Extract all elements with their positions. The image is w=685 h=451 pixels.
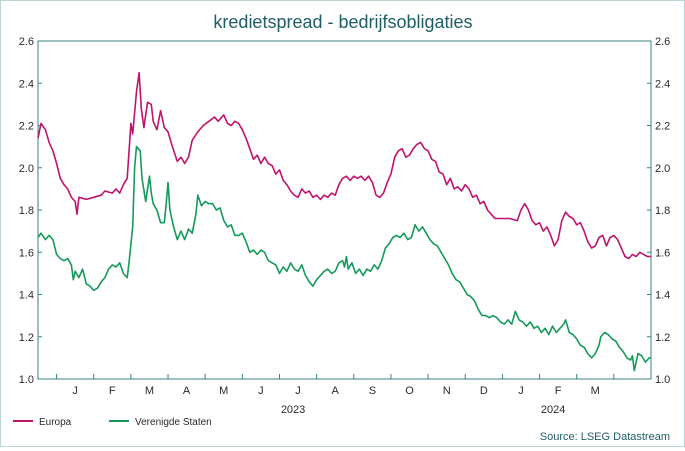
axes: 1.0 1.0 1.2 1.2 1.4 1.4 1.6 1.6 1.8 1.8 2.0 2.0 2.2 2… [19,36,671,416]
x-month-label: J [295,385,301,397]
y-tick-label-left: 1.4 [19,290,34,302]
y-tick-label-right: 1.4 [655,290,670,302]
y-tick-label-left: 2.4 [19,78,34,90]
series-line-europa [37,71,651,260]
y-tick-label-right: 2.2 [655,121,670,133]
series-layer [37,71,651,372]
y-tick-label-right: 2.0 [655,163,670,175]
y-tick-label-left: 1.6 [19,247,34,259]
x-month-label: F [555,385,562,397]
x-month-label: N [443,385,451,397]
legend-label: Europa [39,417,72,428]
y-tick-label-right: 1.2 [655,332,670,344]
y-tick-label-right: 1.6 [655,247,670,259]
y-tick-label-left: 2.6 [19,36,34,48]
x-month-label: A [332,385,340,397]
x-month-label: J [72,385,78,397]
legend-label: Verenigde Staten [135,417,212,428]
x-month-label: D [480,385,488,397]
x-month-label: O [405,385,414,397]
y-tick-label-right: 2.4 [655,78,670,90]
y-tick-label-right: 1.8 [655,205,670,217]
x-month-label: M [591,385,600,397]
x-month-label: J [258,385,264,397]
x-month-label: M [145,385,154,397]
series-line-verenigde-staten [37,145,651,372]
legend: Europa Verenigde Staten [13,417,212,428]
x-year-label: 2024 [541,404,565,416]
chart-title: kredietspread - bedrijfsobligaties [213,12,472,32]
y-tick-label-left: 1.0 [19,374,34,386]
x-month-label: A [183,385,191,397]
y-tick-label-left: 1.2 [19,332,34,344]
y-tick-label-left: 2.2 [19,121,34,133]
y-tick-label-left: 2.0 [19,163,34,175]
x-month-label: J [518,385,524,397]
y-tick-label-right: 2.6 [655,36,670,48]
x-month-label: M [219,385,228,397]
y-tick-label-left: 1.8 [19,205,34,217]
y-tick-label-right: 1.0 [655,374,670,386]
x-month-label: F [109,385,116,397]
x-month-label: S [369,385,376,397]
source-note: Source: LSEG Datastream [540,431,670,443]
x-year-label: 2023 [281,404,305,416]
